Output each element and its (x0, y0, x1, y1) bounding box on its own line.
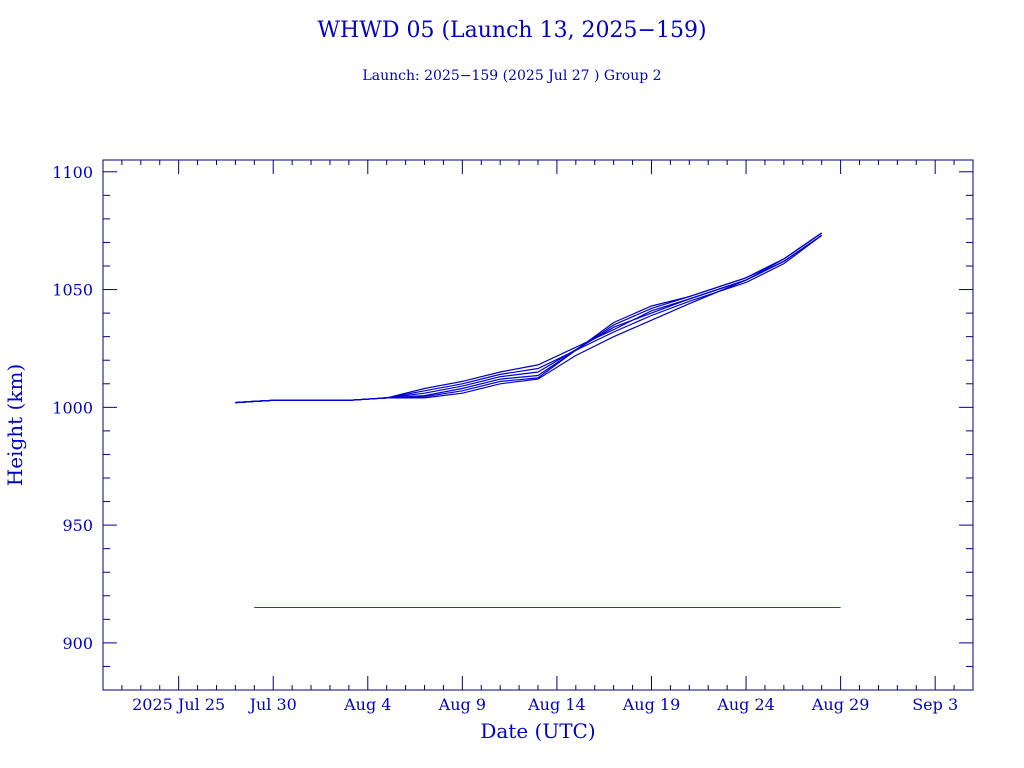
y-axis-ticks (103, 171, 973, 691)
x-tick-label: Aug 4 (343, 695, 391, 714)
series-line-5 (235, 232, 823, 404)
y-tick-label: 1100 (52, 163, 93, 182)
series-line-3 (235, 234, 823, 404)
x-axis-label: Date (UTC) (480, 719, 595, 743)
y-tick-label: 900 (62, 634, 93, 653)
y-tick-label: 1050 (52, 281, 93, 300)
x-tick-label: Aug 24 (716, 695, 775, 714)
plot-frame (102, 159, 974, 691)
y-tick-label: 950 (62, 516, 93, 535)
series-line-2 (235, 234, 823, 404)
x-tick-label: Sep 3 (912, 695, 958, 714)
chart-subtitle: Launch: 2025−159 (2025 Jul 27 ) Group 2 (362, 68, 661, 84)
x-tick-label: Aug 29 (811, 695, 870, 714)
series-line-6 (235, 232, 823, 404)
x-tick-label: Aug 9 (438, 695, 486, 714)
x-axis-ticks (102, 160, 974, 690)
x-tick-label: Jul 30 (248, 695, 297, 714)
y-axis-label: Height (km) (3, 364, 27, 486)
x-tick-label: Aug 19 (622, 695, 681, 714)
y-axis-tick-labels: 900 950 1000 1050 1100 (52, 163, 93, 653)
series-line-4 (235, 232, 823, 404)
chart-title: WHWD 05 (Launch 13, 2025−159) (317, 18, 706, 43)
series-line-1 (235, 234, 823, 404)
x-tick-label: Aug 14 (527, 695, 586, 714)
x-tick-label: 2025 Jul 25 (132, 695, 225, 714)
y-tick-label: 1000 (52, 398, 93, 417)
x-axis-tick-labels: 2025 Jul 25 Jul 30 Aug 4 Aug 9 Aug 14 Aug 19 A… (132, 695, 958, 714)
series-group (235, 232, 823, 404)
